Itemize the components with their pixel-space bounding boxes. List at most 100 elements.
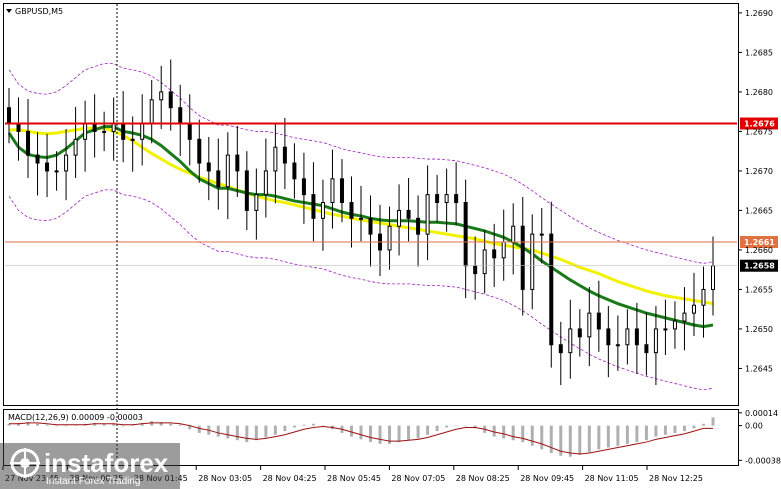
macd-bar [568, 425, 572, 457]
level-tag[interactable] [740, 236, 778, 249]
macd-bar [216, 425, 220, 437]
macd-bar [530, 425, 534, 446]
macd-bar [682, 425, 686, 432]
candle-body [549, 233, 554, 346]
macd-bar [55, 425, 59, 427]
macd-axis: 0.00014 0.00 -0.00038 [738, 409, 781, 465]
candle-body [492, 249, 497, 259]
candle-body [206, 162, 211, 172]
candle-body [263, 170, 268, 196]
price-tick-label: 1.2690 [745, 9, 773, 18]
time-tick-label: 28 Nov 08:25 [456, 474, 510, 483]
time-tick-label: 28 Nov 11:05 [585, 474, 639, 483]
macd-bar [502, 425, 506, 439]
candle-body [406, 209, 411, 219]
candle-body [653, 328, 658, 354]
macd-bar [711, 417, 715, 426]
macd-bar [197, 425, 201, 433]
envelope-upper [8, 63, 714, 264]
level-tag[interactable] [740, 117, 778, 130]
macd-bar [112, 423, 116, 426]
candle-body [235, 154, 240, 172]
macd-bar [226, 425, 230, 439]
instaforex-logo-icon [10, 448, 40, 478]
macd-bar [245, 425, 249, 443]
macd-bar [359, 425, 363, 440]
macd-bar [654, 425, 658, 437]
macd-bar [283, 425, 287, 432]
macd-bar [292, 425, 296, 428]
macd-bar [178, 424, 182, 426]
macd-bar [559, 425, 563, 456]
watermark-tagline: Instant Forex Trading [46, 476, 141, 487]
candle-body [606, 328, 611, 346]
candle-body [26, 130, 31, 156]
candle-body [83, 123, 88, 140]
candle-body [444, 194, 449, 204]
macd-bar [407, 425, 411, 441]
candle-body [92, 123, 97, 132]
macd-bar [102, 423, 106, 426]
level-tag-label: 1.2658 [744, 262, 775, 271]
candle-body [577, 328, 582, 338]
candle-body [511, 225, 516, 243]
macd-bar [549, 425, 553, 454]
candle-body [339, 178, 344, 204]
macd-bar [511, 425, 515, 441]
macd-bar [597, 425, 601, 450]
candlesticks [7, 59, 715, 386]
macd-bar [302, 424, 306, 426]
candle-body [425, 194, 430, 235]
macd-bar [273, 425, 277, 435]
candle-body [111, 123, 116, 132]
candle-body [558, 344, 563, 354]
macd-bar [625, 425, 629, 444]
candle-body [539, 233, 544, 236]
time-tick-label: 28 Nov 07:05 [391, 474, 445, 483]
macd-bar [264, 425, 268, 438]
price-tick-label: 1.2645 [745, 364, 773, 373]
envelope-bands [8, 63, 714, 391]
level-tag-label: 1.2676 [744, 120, 775, 129]
candle-body [387, 225, 392, 251]
price-tick-label: 1.2655 [745, 285, 773, 294]
price-tick-label: 1.2685 [745, 48, 773, 57]
macd-bar [121, 425, 125, 427]
candle-body [45, 162, 50, 172]
watermark-brand: instaforex [44, 448, 169, 478]
candle-body [149, 99, 154, 125]
macd-bar [235, 425, 239, 441]
candle-body [244, 170, 249, 211]
macd-bar [45, 424, 49, 426]
time-tick-label: 28 Nov 03:05 [198, 474, 252, 483]
candle-body [168, 91, 173, 109]
macd-bar [64, 425, 68, 427]
time-tick-label: 28 Nov 09:45 [520, 474, 574, 483]
candle-body [625, 328, 630, 346]
dropdown-arrow-icon[interactable] [6, 9, 12, 13]
level-tag[interactable] [740, 259, 778, 272]
macd-bar [464, 425, 468, 427]
macd-bar [635, 425, 639, 443]
macd-bar [321, 425, 325, 427]
macd-bar [388, 425, 392, 444]
candle-body [225, 154, 230, 188]
price-tick-label: 1.2650 [745, 325, 773, 334]
candle-body [435, 194, 440, 204]
macd-bar [644, 425, 648, 441]
symbol-header[interactable]: GBPUSD,M5 [6, 7, 63, 16]
candle-body [178, 107, 183, 125]
candle-body [463, 202, 468, 267]
candle-body [197, 138, 202, 164]
level-tag-label: 1.2661 [744, 238, 775, 247]
candle-body [663, 328, 668, 331]
time-tick-label: 28 Nov 12:25 [649, 474, 703, 483]
candle-body [301, 178, 306, 196]
macd-bar [7, 423, 11, 426]
macd-bar [397, 425, 401, 443]
macd-bar [578, 425, 582, 455]
candle-body [254, 194, 259, 211]
horizontal-levels: 1.2676 1.2661 1.2658 [5, 117, 778, 272]
macd-bar [159, 421, 163, 426]
